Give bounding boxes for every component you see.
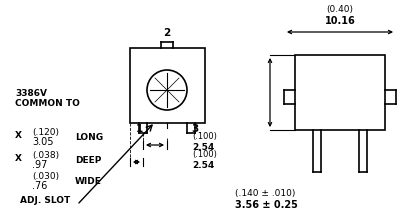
Text: (.100): (.100) [192, 150, 217, 159]
Bar [130, 48, 205, 123]
Text: 2: 2 [163, 28, 171, 38]
Text: .76: .76 [32, 181, 47, 191]
Text: (.030): (.030) [32, 172, 59, 181]
Text: 2.54: 2.54 [192, 161, 214, 170]
Circle shape [147, 70, 187, 110]
Text: .97: .97 [32, 160, 47, 170]
Text: 2.54: 2.54 [192, 143, 214, 152]
Text: LONG: LONG [75, 133, 103, 142]
Text: DEEP: DEEP [75, 156, 101, 165]
Text: (0.40): (0.40) [326, 5, 354, 14]
Text: 3.56 ± 0.25: 3.56 ± 0.25 [235, 200, 298, 210]
Bar [295, 55, 385, 130]
Text: 3386V: 3386V [15, 89, 47, 98]
Text: COMMON TO: COMMON TO [15, 99, 80, 108]
Text: (.100): (.100) [192, 132, 217, 141]
Text: 3.05: 3.05 [32, 137, 54, 147]
Text: 1: 1 [136, 124, 143, 134]
Text: X: X [15, 154, 22, 163]
Text: 3: 3 [191, 124, 198, 134]
Text: (.038): (.038) [32, 151, 59, 160]
Text: ADJ. SLOT: ADJ. SLOT [20, 196, 70, 205]
Text: (.140 ± .010): (.140 ± .010) [235, 189, 295, 198]
Text: WIDE: WIDE [75, 177, 102, 186]
Text: X: X [15, 131, 22, 140]
Text: (.120): (.120) [32, 128, 59, 137]
Text: 10.16: 10.16 [325, 16, 355, 26]
